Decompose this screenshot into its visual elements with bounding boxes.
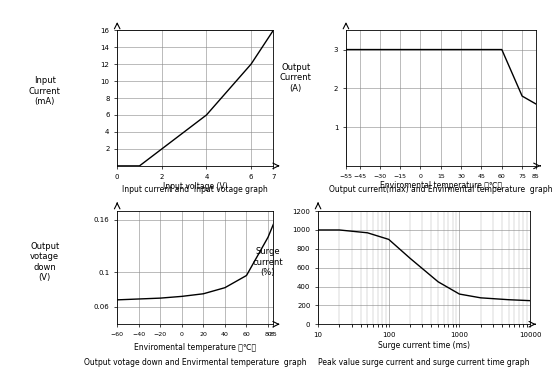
X-axis label: Surge current time (ms): Surge current time (ms) — [378, 341, 470, 349]
Text: Peak value surge current and surge current time graph: Peak value surge current and surge curre… — [318, 358, 530, 367]
Text: Input current and  Input votage graph: Input current and Input votage graph — [122, 185, 268, 194]
Text: Output votage down and Envirmental temperature  graph: Output votage down and Envirmental tempe… — [84, 358, 306, 367]
Text: Output current(max) and Envirmental temperature  graph: Output current(max) and Envirmental temp… — [329, 185, 552, 194]
Text: Enviromental temperature （℃）: Enviromental temperature （℃） — [134, 343, 256, 352]
Text: Input
Current
(mA): Input Current (mA) — [28, 76, 61, 106]
Text: Output
votage
down
(V): Output votage down (V) — [30, 242, 59, 282]
Text: Surge
current
(%): Surge current (%) — [253, 247, 283, 277]
X-axis label: Enviromental temperature （℃）: Enviromental temperature （℃） — [380, 181, 502, 190]
Text: Output
Current
(A): Output Current (A) — [280, 63, 312, 93]
X-axis label: Input voltage (V): Input voltage (V) — [163, 182, 228, 191]
